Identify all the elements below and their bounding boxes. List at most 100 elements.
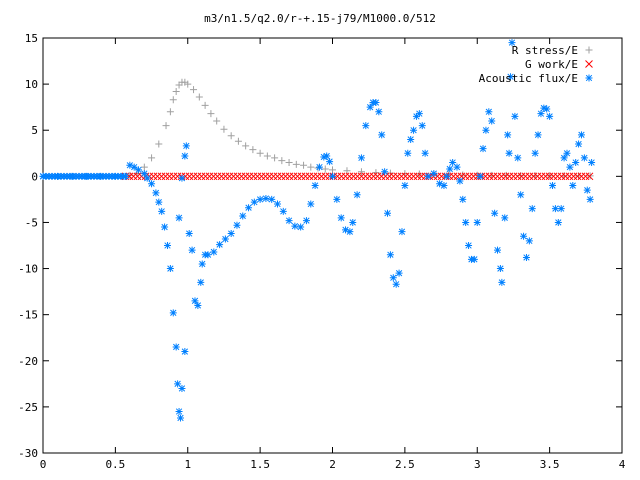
data-point	[513, 172, 522, 181]
x-tick-label: 1	[184, 458, 191, 471]
data-point	[257, 172, 266, 181]
data-point	[320, 153, 328, 161]
data-point	[482, 126, 490, 134]
data-point	[541, 172, 550, 181]
data-point	[311, 182, 319, 190]
data-point	[178, 384, 186, 392]
data-point	[378, 131, 386, 139]
data-point	[307, 200, 315, 208]
data-point	[421, 149, 429, 157]
data-point	[245, 172, 254, 181]
data-point	[543, 105, 551, 113]
data-point	[149, 172, 158, 181]
data-point	[493, 172, 502, 181]
data-point	[346, 228, 354, 236]
data-point	[317, 172, 326, 181]
data-point	[213, 172, 222, 181]
data-point	[362, 122, 370, 130]
data-point	[289, 172, 298, 181]
data-point	[508, 39, 516, 47]
x-tick-label: 4	[619, 458, 626, 471]
data-point	[155, 198, 163, 206]
data-point	[386, 251, 394, 259]
data-point	[505, 149, 513, 157]
y-tick-label: -10	[18, 263, 38, 276]
y-tick-label: -20	[18, 355, 38, 368]
data-point	[366, 103, 374, 111]
data-point	[301, 172, 310, 181]
data-point	[514, 154, 522, 162]
data-point	[449, 172, 458, 181]
data-point	[353, 172, 362, 181]
data-point	[161, 223, 169, 231]
data-point	[153, 172, 162, 181]
data-point	[497, 172, 506, 181]
data-point	[531, 149, 539, 157]
data-point	[384, 209, 392, 217]
data-point	[321, 172, 330, 181]
data-point	[381, 168, 389, 176]
x-tick-label: 1.5	[250, 458, 270, 471]
data-point	[393, 172, 402, 181]
data-point	[345, 172, 354, 181]
data-point	[249, 146, 257, 154]
data-point	[177, 414, 185, 422]
data-point	[511, 112, 519, 120]
data-point	[507, 73, 515, 81]
data-point	[398, 228, 406, 236]
data-point	[185, 230, 193, 238]
data-point	[560, 154, 568, 162]
data-point	[389, 274, 397, 282]
data-point	[349, 172, 358, 181]
data-point	[285, 159, 293, 166]
data-point	[172, 87, 180, 95]
data-point	[459, 195, 467, 203]
data-point	[166, 108, 174, 116]
data-point	[157, 172, 166, 181]
data-point	[522, 253, 530, 261]
data-point	[193, 172, 202, 181]
data-point	[210, 248, 218, 256]
data-point	[549, 172, 558, 181]
data-point	[554, 218, 562, 226]
data-point	[169, 172, 178, 181]
data-point	[580, 154, 588, 162]
data-point	[279, 207, 287, 215]
legend-marker	[585, 60, 593, 68]
data-point	[174, 380, 182, 388]
data-point	[185, 172, 194, 181]
data-point	[205, 172, 214, 181]
data-point	[353, 191, 361, 199]
data-point	[166, 265, 174, 273]
data-point	[415, 110, 423, 118]
data-point	[172, 343, 180, 351]
data-point	[528, 205, 536, 213]
data-point	[410, 126, 418, 134]
data-point	[456, 177, 464, 185]
data-point	[126, 161, 134, 169]
data-point	[291, 222, 299, 230]
data-point	[551, 205, 559, 213]
data-point	[190, 86, 198, 94]
data-point	[245, 204, 253, 212]
data-point	[250, 198, 258, 206]
data-point	[443, 172, 451, 180]
data-point	[221, 235, 229, 243]
y-tick-label: -15	[18, 309, 38, 322]
data-point	[529, 172, 538, 181]
data-point	[277, 172, 286, 181]
series-2	[39, 39, 596, 422]
data-point	[130, 163, 138, 171]
data-point	[440, 182, 448, 190]
data-point	[540, 104, 548, 112]
data-point	[337, 172, 346, 181]
data-point	[489, 172, 498, 181]
data-point	[207, 110, 215, 118]
data-point	[253, 172, 262, 181]
data-point	[585, 172, 594, 181]
data-point	[372, 99, 380, 107]
data-point	[161, 172, 170, 181]
data-point	[436, 180, 444, 188]
